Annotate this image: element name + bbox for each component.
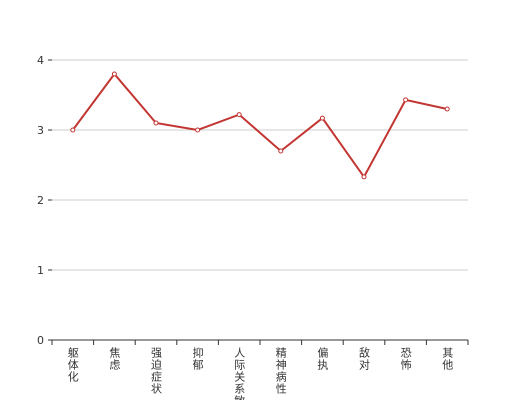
point: [444, 106, 450, 112]
x-tick-label: 恐怖: [399, 347, 412, 371]
y-tick-label: 0: [37, 334, 44, 347]
point: [361, 174, 367, 180]
x-tick-label: 偏执: [316, 346, 329, 371]
point: [403, 97, 409, 103]
y-tick-label: 1: [37, 264, 44, 277]
x-tick-label: 强迫症状: [150, 347, 163, 395]
point: [319, 115, 325, 121]
x-tick-label: 焦虑: [108, 347, 121, 371]
x-tick-label: 其他: [441, 347, 454, 371]
y-tick-label: 4: [37, 54, 44, 67]
x-tick-label: 精神病性: [274, 347, 287, 395]
point: [70, 127, 76, 133]
line: [71, 72, 448, 179]
y-tick-label: 3: [37, 124, 44, 137]
x-tick-label: 人际关系敏感: [233, 347, 246, 400]
point: [278, 148, 284, 154]
x-tick-label: 抑郁: [191, 346, 204, 371]
point: [195, 127, 201, 133]
x-tick-label: 敌对: [358, 346, 371, 371]
x-tick-label: 躯体化: [66, 347, 79, 383]
point: [153, 120, 159, 126]
point: [111, 71, 117, 77]
y-tick-label: 2: [37, 194, 44, 207]
point: [236, 112, 242, 118]
